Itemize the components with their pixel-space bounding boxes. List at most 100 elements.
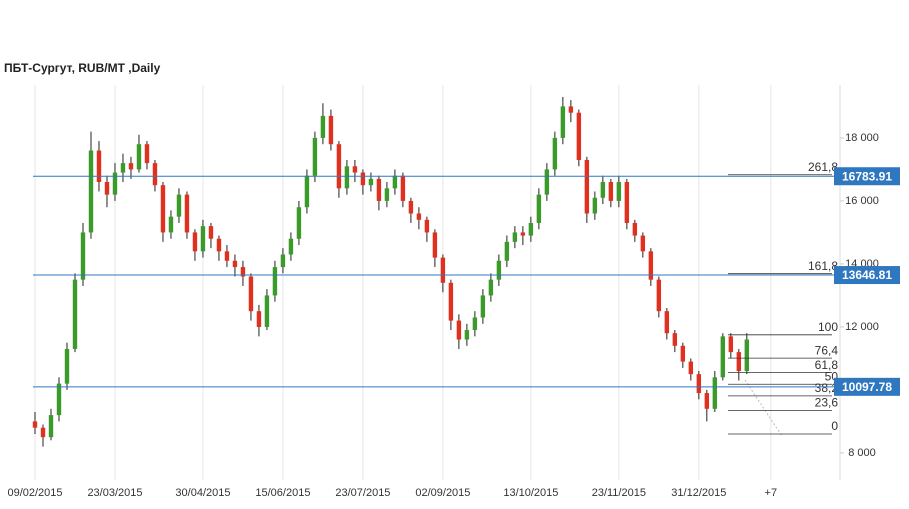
candle-body	[568, 106, 574, 113]
candle-body	[632, 222, 638, 236]
candle-body	[736, 352, 742, 372]
candle-body	[616, 182, 622, 201]
candle-body	[128, 163, 134, 170]
candle-body	[392, 175, 398, 189]
candle-body	[408, 200, 414, 214]
candle-body	[472, 317, 478, 331]
y-tick-label: 18 000	[845, 132, 879, 144]
candle-body	[320, 115, 326, 138]
candle-body	[584, 159, 590, 214]
candle-body	[40, 427, 46, 438]
candle-body	[312, 137, 318, 176]
candle-body	[216, 238, 222, 252]
candle-body	[728, 336, 734, 353]
candle-body	[608, 182, 614, 201]
level-label: 10097.78	[842, 380, 892, 394]
candle-body	[416, 213, 422, 220]
candle-body	[344, 166, 350, 189]
candle-body	[648, 251, 654, 280]
candle-body	[304, 175, 310, 208]
candle-body	[528, 222, 534, 236]
candle-body	[96, 150, 102, 183]
candle-body	[112, 172, 118, 195]
x-tick-label: 02/09/2015	[415, 487, 470, 499]
candle-body	[352, 166, 358, 173]
fib-label: 161,8	[808, 259, 838, 273]
candle-body	[680, 345, 686, 362]
candle-body	[368, 178, 374, 186]
candle-body	[272, 267, 278, 296]
candle-body	[440, 257, 446, 283]
candle-body	[224, 251, 230, 261]
candle-body	[664, 311, 670, 334]
candle-body	[448, 282, 454, 321]
level-box	[834, 167, 900, 186]
x-tick-label: 13/10/2015	[503, 487, 558, 499]
candle-body	[256, 311, 262, 327]
fib-label: 261,8	[808, 160, 838, 174]
candle-body	[184, 194, 190, 233]
candle-body	[496, 260, 502, 280]
candle-body	[376, 178, 382, 201]
candle-body	[208, 226, 214, 239]
fib-label: 76,4	[815, 343, 839, 357]
candle-body	[264, 295, 270, 327]
x-tick-label: 23/03/2015	[87, 487, 142, 499]
candle-body	[504, 241, 510, 261]
candle-body	[600, 182, 606, 198]
candle-body	[288, 238, 294, 255]
candle-body	[336, 144, 342, 189]
candle-body	[560, 106, 566, 138]
candle-body	[168, 216, 174, 233]
chart-title: ПБТ-Сургут, RUB/MT ,Daily	[4, 61, 161, 75]
x-tick-label: 31/12/2015	[671, 487, 726, 499]
candle-body	[32, 421, 38, 428]
candle-body	[240, 267, 246, 277]
candle-body	[120, 163, 126, 173]
candle-body	[296, 207, 302, 239]
x-tick-label: 09/02/2015	[7, 487, 62, 499]
candle-body	[688, 361, 694, 375]
candle-body	[200, 226, 206, 252]
candle-body	[456, 320, 462, 340]
candle-body	[488, 279, 494, 296]
candle-body	[656, 279, 662, 312]
fib-label: 100	[818, 320, 838, 334]
candle-body	[704, 393, 710, 409]
candle-body	[72, 279, 78, 349]
candle-body	[400, 175, 406, 201]
candle-body	[48, 415, 54, 438]
candle-body	[576, 112, 582, 160]
y-tick-label: 8 000	[848, 447, 876, 459]
candle-body	[384, 188, 390, 201]
candle-body	[88, 150, 94, 233]
candle-body	[232, 260, 238, 268]
level-label: 13646.81	[842, 268, 892, 282]
x-tick-label: 23/11/2015	[592, 487, 646, 499]
candle-body	[360, 172, 366, 186]
candle-body	[328, 115, 334, 145]
candle-body	[176, 194, 182, 217]
candle-body	[152, 163, 158, 186]
level-box	[834, 266, 900, 285]
candle-body	[280, 254, 286, 268]
x-tick-label: 15/06/2015	[255, 487, 310, 499]
candle-body	[744, 339, 750, 372]
candle-body	[640, 235, 646, 252]
candle-body	[64, 348, 70, 384]
fib-label: 0	[831, 419, 838, 433]
fib-label: 38,2	[815, 381, 839, 395]
candle-body	[424, 219, 430, 233]
y-tick-label: 16 000	[845, 195, 879, 207]
level-box	[834, 377, 900, 396]
trend-line	[744, 379, 783, 437]
candle-body	[536, 194, 542, 223]
candle-body	[432, 232, 438, 258]
level-label: 16783.91	[842, 169, 892, 183]
candle-body	[248, 276, 254, 312]
x-tick-label: 30/04/2015	[175, 487, 230, 499]
candle-body	[696, 374, 702, 394]
candle-body	[144, 144, 150, 164]
candle-body	[592, 197, 598, 214]
x-tick-label: 23/07/2015	[335, 487, 390, 499]
